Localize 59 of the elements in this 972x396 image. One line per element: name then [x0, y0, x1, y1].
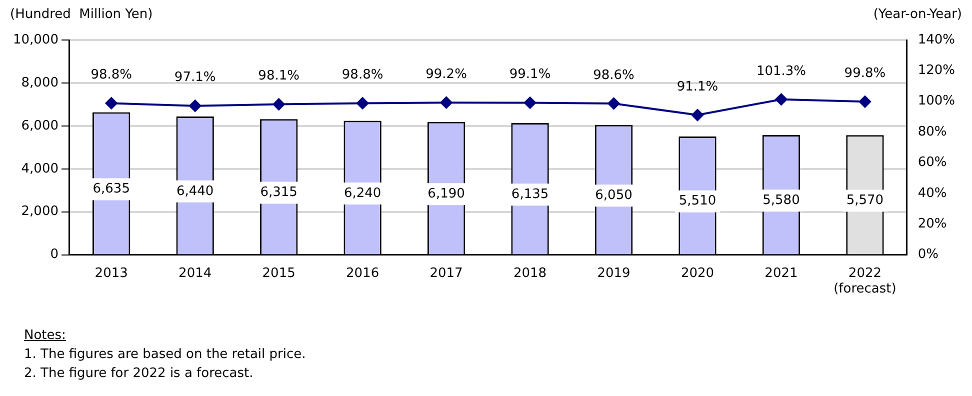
point	[608, 98, 620, 110]
y-tick-label: 4,000	[21, 161, 58, 176]
point	[105, 97, 118, 110]
data-label: 6,050	[595, 188, 632, 203]
data-label: 5,570	[846, 193, 884, 208]
y2-tick-label: 20%	[918, 216, 947, 232]
data-label: 98.8%	[90, 68, 132, 83]
data-label: 97.1%	[174, 70, 216, 86]
data-label: 6,315	[260, 185, 298, 200]
y2-tick-label: 140%	[918, 32, 956, 48]
x-tick-label: 2021	[764, 266, 798, 281]
data-label: 101.3%	[756, 64, 806, 79]
data-label: 98.8%	[342, 68, 384, 83]
point	[440, 96, 452, 109]
data-label: 6,135	[511, 187, 549, 202]
y2-tick-label: 100%	[918, 94, 956, 109]
data-label: 99.2%	[426, 66, 467, 82]
x-tick-label: 2014	[178, 266, 212, 281]
data-label: 99.8%	[844, 66, 886, 82]
text: 2. The figure for 2022 is a forecast.	[24, 365, 254, 383]
x-tick-label: 2017	[430, 266, 463, 281]
y-axis-title: (Hundred Million Yen)	[10, 6, 153, 22]
y2-tick-label: 40%	[918, 186, 947, 201]
point	[524, 96, 536, 109]
y-tick-label: 0	[50, 247, 58, 262]
text: Notes:	[24, 327, 67, 345]
data-label: 5,580	[762, 192, 800, 208]
y2-axis-title: (Year-on-Year)	[873, 6, 962, 22]
y-tick-label: 2,000	[21, 204, 58, 220]
text: 1. The figures are based on the retail price.	[24, 346, 306, 364]
x-tick-label: 2022 (forecast)	[834, 266, 896, 297]
data-label: 98.1%	[258, 68, 300, 84]
x-tick-label: 2020	[680, 266, 714, 281]
point	[356, 97, 369, 110]
point	[775, 93, 788, 106]
x-tick-label: 2018	[513, 266, 547, 281]
y-tick-label: 8,000	[21, 75, 58, 90]
x-tick-label: 2019	[597, 266, 630, 281]
y-tick-label: 10,000	[12, 32, 58, 48]
y2-tick-label: 0%	[918, 247, 938, 262]
data-label: 91.1%	[676, 79, 718, 94]
point	[858, 96, 871, 108]
data-label: 99.1%	[509, 67, 551, 82]
x-tick-label: 2015	[262, 266, 296, 281]
data-label: 6,240	[344, 186, 382, 201]
y2-tick-label: 80%	[918, 124, 947, 140]
data-label: 6,440	[176, 184, 214, 199]
data-label: 98.6%	[593, 68, 634, 83]
x-tick-label: 2013	[94, 266, 128, 281]
data-label: 5,510	[678, 194, 716, 209]
point	[272, 98, 285, 110]
x-tick-label: 2016	[346, 266, 380, 281]
point	[189, 100, 202, 112]
y2-tick-label: 60%	[918, 155, 947, 170]
data-label: 6,635	[92, 182, 130, 197]
y2-tick-label: 120%	[918, 63, 956, 78]
data-label: 6,190	[428, 186, 465, 202]
y-tick-label: 6,000	[21, 118, 58, 134]
point	[692, 109, 704, 122]
